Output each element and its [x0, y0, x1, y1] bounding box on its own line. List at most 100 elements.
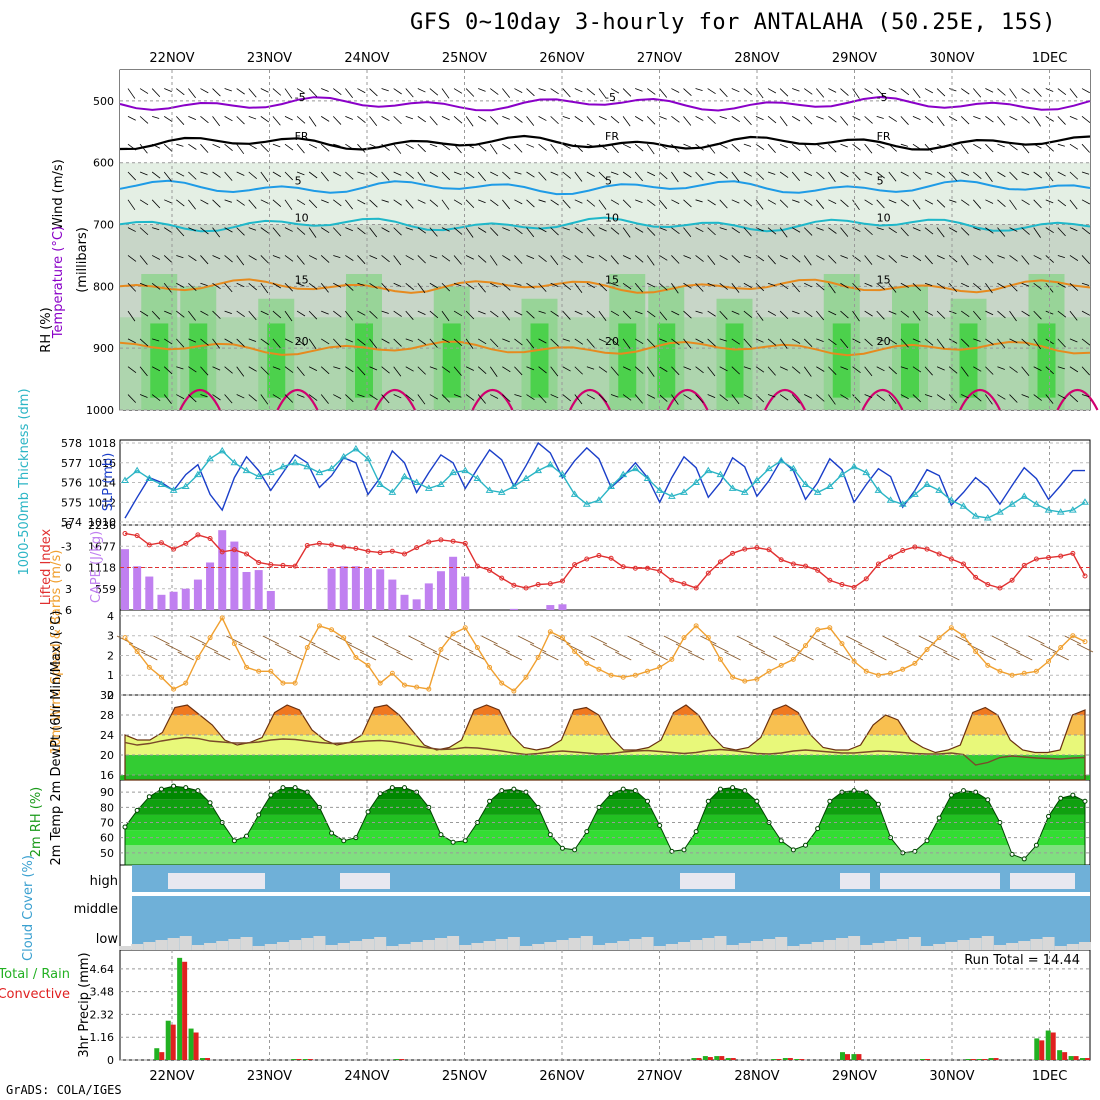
wind-barb [586, 338, 595, 348]
li-tick: -6 [61, 519, 72, 532]
rh-2m-point [231, 838, 237, 844]
wind-tick: 2 [107, 649, 114, 662]
wind-barb [888, 143, 897, 152]
cape-tick: 559 [95, 583, 116, 596]
wind-barb [272, 282, 282, 289]
wind-barb [212, 255, 221, 260]
wind-barb [188, 282, 197, 291]
wind-barb [586, 366, 595, 370]
cloud-low-bar [167, 938, 180, 950]
wind-barb [671, 171, 679, 183]
wind-barb [695, 199, 703, 203]
wind-barb [308, 255, 318, 260]
wind-barb [248, 282, 257, 291]
cloud-low-bar [179, 936, 192, 950]
li-tick: -3 [61, 540, 72, 553]
wind-barb [465, 338, 474, 350]
wind-barb [586, 116, 595, 126]
wind-barb [405, 227, 414, 231]
wind-barb [490, 394, 499, 399]
lifted-index-point [742, 546, 748, 552]
wind-barb [453, 116, 463, 124]
wind-barb [381, 227, 390, 233]
wind-barb [960, 255, 969, 266]
wind-10m-point [778, 662, 784, 668]
wind-10m-point [547, 629, 553, 635]
wind-barb [779, 116, 788, 127]
lifted-index-point [815, 567, 821, 573]
wind-barb [803, 143, 812, 155]
wind-10m-point [134, 649, 140, 655]
wind-barb [284, 338, 293, 344]
wind-barb [1033, 227, 1041, 238]
thickness-point [595, 496, 603, 503]
lifted-index-point [511, 582, 517, 588]
wind-barb [514, 88, 523, 93]
thickness-point [194, 470, 202, 478]
date-label-bottom: 25NOV [442, 1069, 487, 1084]
wind-barb [489, 143, 498, 155]
wind-barb [707, 88, 716, 95]
rh-2m-point [778, 838, 784, 844]
wind-barb [1069, 227, 1078, 232]
wind-barb-10m [918, 635, 936, 645]
wind-barb [152, 338, 160, 342]
wind-barb [622, 366, 631, 371]
wind-barb [646, 116, 656, 125]
cape-bar [206, 562, 215, 610]
cape-bar [412, 599, 421, 610]
wind-barb [562, 143, 571, 149]
wind-barb [791, 338, 801, 344]
wind-barb [997, 199, 1006, 207]
wind-barb [707, 116, 716, 124]
wind-10m-point [487, 664, 493, 670]
wind-barb [417, 227, 427, 234]
wind-barb [296, 255, 305, 265]
wind-barb [453, 394, 462, 398]
wind-barb [176, 199, 185, 207]
wind-10m-point [912, 660, 918, 666]
lifted-index-point [778, 557, 784, 563]
wind-barb [369, 255, 378, 260]
rh-2m-point [669, 848, 675, 854]
wind-barb [610, 171, 619, 175]
lifted-index-point [401, 551, 407, 557]
lifted-index-point [353, 545, 359, 551]
wind-barb [924, 366, 933, 376]
wind-barb [236, 171, 245, 176]
thickness-point [352, 444, 360, 452]
wind-barb [852, 366, 861, 374]
wind-barb [176, 366, 184, 370]
wind-barb [260, 338, 270, 345]
wind-barb [659, 255, 668, 261]
wind-barb [345, 255, 354, 261]
wind-barb-10m [748, 643, 766, 653]
cape-bar [254, 570, 263, 610]
lifted-index-point [997, 585, 1003, 591]
wind-barb [236, 227, 245, 236]
cloud-high-gap [1010, 873, 1075, 889]
wind-barb [514, 282, 522, 286]
cloud-low-bar [568, 938, 581, 950]
wind-barb [260, 199, 269, 204]
wind-10m-point [790, 656, 796, 662]
lifted-index-point [948, 556, 954, 562]
cloud-low-bar [471, 943, 484, 950]
cloud-low-bar [969, 938, 982, 950]
cloud-layer-divider [132, 892, 1090, 896]
wind-barb [477, 394, 486, 404]
wind-barb [1021, 143, 1030, 154]
wind-barb [489, 338, 499, 348]
wind-barb [139, 199, 149, 206]
wind-barb [634, 394, 643, 404]
wind-barb [260, 116, 270, 123]
wind-barb [465, 282, 475, 290]
rh-2m-point [158, 786, 164, 792]
isotherm-label: 5 [605, 174, 612, 187]
cape-bar [400, 594, 409, 610]
wind-10m-point [231, 641, 237, 647]
wind-barb [598, 282, 608, 292]
wind-barb [574, 171, 583, 182]
rh-2m-point [705, 798, 711, 804]
wind-barb-10m [311, 643, 328, 653]
